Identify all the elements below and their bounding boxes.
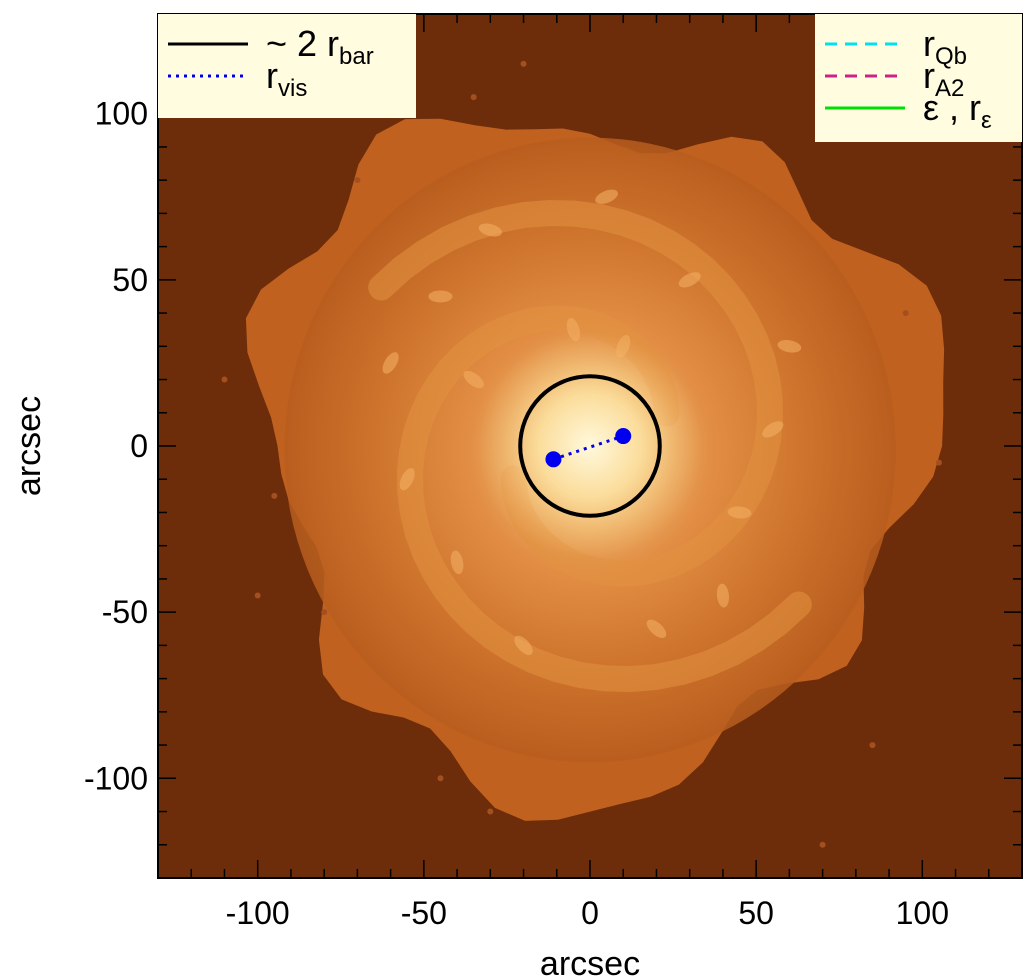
faint-star <box>354 177 361 184</box>
star-forming-knot <box>716 583 730 608</box>
faint-star <box>520 60 527 67</box>
star-forming-knot <box>428 290 453 303</box>
y-tick-label: 100 <box>95 96 148 132</box>
faint-star <box>221 376 228 383</box>
star-forming-knot <box>450 550 464 575</box>
star-forming-knot <box>463 370 484 389</box>
legend-box <box>815 14 1022 142</box>
galaxy-core <box>477 333 703 559</box>
r-vis-endpoint <box>545 451 562 468</box>
star-forming-knot <box>727 506 752 519</box>
x-tick-label: -100 <box>226 895 290 931</box>
galaxy-image <box>221 60 945 848</box>
faint-star <box>437 775 444 782</box>
plot-area <box>157 13 1023 879</box>
star-forming-knot <box>399 468 415 491</box>
star-forming-knot <box>382 352 399 374</box>
star-forming-knot <box>514 635 533 656</box>
faint-star <box>321 609 328 616</box>
x-tick-label: -50 <box>401 895 447 931</box>
star-forming-knot <box>646 619 667 638</box>
legend-box <box>158 14 416 118</box>
y-tick-label: 50 <box>112 262 148 298</box>
legend-label: ε , rε <box>923 87 992 134</box>
faint-star <box>254 592 261 599</box>
legend-label: rvis <box>266 55 307 102</box>
tick-labels: -100 -50 0 50 100 -100 -50 0 50 100 <box>84 96 949 931</box>
faint-star <box>470 94 477 101</box>
x-tick-label: 0 <box>581 895 599 931</box>
legend-label: rQb <box>923 23 967 70</box>
x-tick-label: 100 <box>896 895 949 931</box>
legend-label: rA2 <box>923 55 964 102</box>
faint-star <box>271 492 278 499</box>
bar-radius-circle <box>518 374 662 518</box>
legend-label: ~ 2 rbar <box>266 23 374 70</box>
faint-star <box>935 459 942 466</box>
y-tick-label: -100 <box>84 760 148 796</box>
y-tick-label: -50 <box>102 594 148 630</box>
overlay-layer <box>518 374 662 518</box>
star-forming-knot <box>678 272 701 288</box>
faint-star <box>819 841 826 848</box>
star-forming-knot <box>762 421 784 438</box>
star-forming-knot <box>595 189 618 204</box>
y-axis-label: arcsec <box>10 396 48 496</box>
x-axis-label: arcsec <box>540 945 640 980</box>
r-vis-endpoint <box>615 428 632 445</box>
star-forming-knot <box>777 340 802 353</box>
faint-star <box>869 742 876 749</box>
faint-star <box>902 310 909 317</box>
faint-star <box>487 808 494 815</box>
x-tick-label: 50 <box>738 895 774 931</box>
y-tick-label: 0 <box>130 428 148 464</box>
star-forming-knot <box>478 223 503 237</box>
